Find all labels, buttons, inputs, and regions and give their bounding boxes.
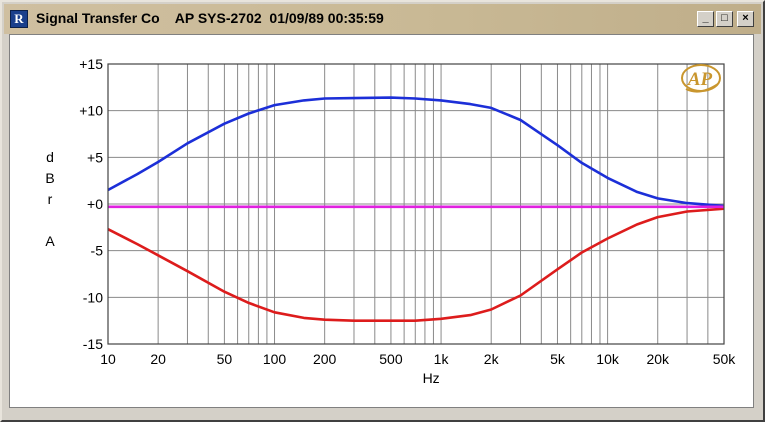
- x-tick-labels: 10 20 50 100 200 500 1k 2k 5k 10k 20k 50k: [100, 351, 736, 367]
- y-tick-label: -5: [91, 243, 104, 259]
- y-axis-label-letter: r: [48, 191, 53, 207]
- y-tick-label: -10: [83, 289, 103, 305]
- x-tick-label: 5k: [550, 351, 566, 367]
- x-tick-label: 10: [100, 351, 116, 367]
- x-tick-label: 10k: [596, 351, 620, 367]
- series-line-2: [107, 207, 725, 323]
- y-tick-labels: +15 +10 +5 +0 -5 -10 -15: [79, 56, 103, 352]
- chart-grid: [107, 63, 725, 345]
- y-tick-label: +10: [79, 103, 103, 119]
- x-tick-label: 100: [263, 351, 287, 367]
- chart-series: [107, 96, 725, 323]
- x-tick-label: 50: [217, 351, 233, 367]
- title-bar[interactable]: R Signal Transfer Co AP SYS-2702 01/09/8…: [4, 4, 761, 34]
- y-axis-label-letter: A: [45, 233, 55, 249]
- series-line-1: [107, 96, 725, 208]
- window-title: Signal Transfer Co AP SYS-2702 01/09/89 …: [36, 10, 384, 26]
- ap-logo: AP: [681, 64, 721, 93]
- x-tick-label: 500: [379, 351, 403, 367]
- minimize-button[interactable]: _: [697, 11, 714, 27]
- ap-logo-text: AP: [687, 69, 713, 90]
- y-axis-label: dBr A: [45, 149, 55, 249]
- x-tick-label: 50k: [713, 351, 737, 367]
- maximize-button[interactable]: □: [716, 11, 733, 27]
- x-axis-label: Hz: [423, 370, 440, 386]
- y-tick-label: +5: [87, 149, 103, 165]
- x-tick-label: 20: [150, 351, 166, 367]
- y-axis-label-letter: d: [46, 149, 54, 165]
- x-tick-label: 20k: [646, 351, 670, 367]
- y-tick-label: -15: [83, 336, 103, 352]
- graph-panel: [9, 34, 754, 408]
- y-axis-label-letter: B: [45, 170, 54, 186]
- x-tick-label: 2k: [484, 351, 500, 367]
- plot-border: [107, 63, 725, 345]
- app-icon[interactable]: R: [10, 10, 28, 28]
- close-button[interactable]: ×: [737, 11, 754, 27]
- y-tick-label: +0: [87, 196, 103, 212]
- x-tick-label: 1k: [434, 351, 450, 367]
- y-tick-label: +15: [79, 56, 103, 72]
- window-frame-bottom: [4, 410, 761, 420]
- x-tick-label: 200: [313, 351, 337, 367]
